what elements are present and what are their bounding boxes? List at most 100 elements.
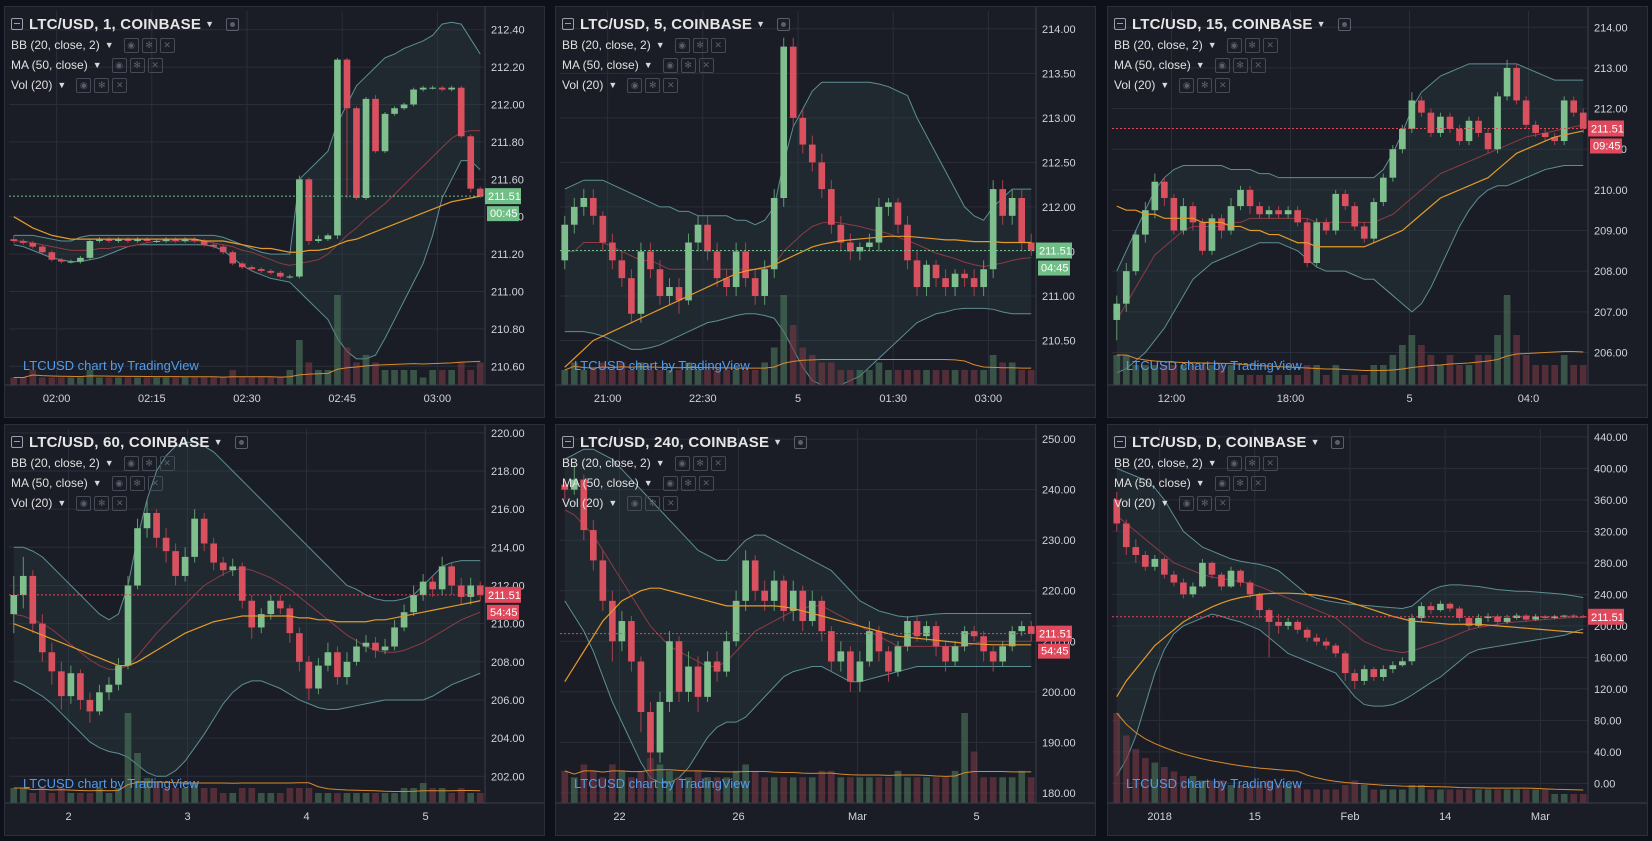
eye-icon[interactable]: ◉	[1214, 475, 1230, 491]
indicator-bb[interactable]: BB (20, close, 2) ▼ ◉ ✻ ✕	[562, 35, 790, 55]
gear-icon[interactable]: ✻	[692, 455, 708, 471]
close-icon[interactable]: ✕	[1262, 37, 1278, 53]
tradingview-watermark-link[interactable]: LTCUSD chart by TradingView	[23, 358, 199, 373]
eye-icon[interactable]: ◉	[662, 475, 678, 491]
close-icon[interactable]: ✕	[112, 77, 128, 93]
close-icon[interactable]: ✕	[710, 37, 726, 53]
close-icon[interactable]: ✕	[147, 57, 163, 73]
collapse-icon[interactable]	[11, 18, 23, 30]
close-icon[interactable]: ✕	[663, 77, 679, 93]
eye-icon[interactable]: ◉	[76, 495, 92, 511]
eye-icon[interactable]: ◉	[674, 455, 690, 471]
chevron-down-icon[interactable]: ▼	[1160, 80, 1170, 90]
eye-icon[interactable]: ◉	[674, 37, 690, 53]
indicator-vol[interactable]: Vol (20) ▼ ◉ ✻ ✕	[1114, 75, 1351, 95]
indicator-bb[interactable]: BB (20, close, 2) ▼ ◉ ✻ ✕	[11, 35, 239, 55]
indicator-vol[interactable]: Vol (20) ▼ ◉ ✻ ✕	[562, 75, 790, 95]
tradingview-watermark-link[interactable]: LTCUSD chart by TradingView	[23, 776, 199, 791]
collapse-icon[interactable]	[1114, 436, 1126, 448]
visibility-icon[interactable]	[226, 17, 239, 31]
gear-icon[interactable]: ✻	[1197, 495, 1213, 511]
indicator-ma[interactable]: MA (50, close) ▼ ◉ ✻ ✕	[1114, 55, 1351, 75]
collapse-icon[interactable]	[562, 18, 574, 30]
close-icon[interactable]: ✕	[1250, 475, 1266, 491]
gear-icon[interactable]: ✻	[680, 57, 696, 73]
chevron-down-icon[interactable]: ▼	[1310, 437, 1320, 447]
eye-icon[interactable]: ◉	[111, 475, 127, 491]
close-icon[interactable]: ✕	[1250, 57, 1266, 73]
chart-canvas[interactable]: 250.00240.00230.00220.00210.00200.00190.…	[556, 425, 1096, 836]
chart-panel-daily[interactable]: 440.00 400.00 360.00 320.00 280.00 240.00 200.…	[1107, 424, 1648, 836]
chart-canvas[interactable]: 214.00213.00212.00211.00210.00209.00208.…	[1108, 7, 1648, 418]
chevron-down-icon[interactable]: ▼	[773, 437, 783, 447]
collapse-icon[interactable]	[11, 436, 23, 448]
close-icon[interactable]: ✕	[698, 475, 714, 491]
chevron-down-icon[interactable]: ▼	[1207, 40, 1217, 50]
chart-canvas[interactable]: 220.00218.00216.00214.00212.00210.00208.…	[5, 425, 545, 836]
eye-icon[interactable]: ◉	[111, 57, 127, 73]
close-icon[interactable]: ✕	[159, 37, 175, 53]
chart-panel-5m[interactable]: 214.00213.50213.00212.50212.00211.50211.…	[555, 6, 1096, 418]
indicator-vol[interactable]: Vol (20) ▼ ◉ ✻ ✕	[11, 75, 239, 95]
indicator-ma[interactable]: MA (50, close) ▼ ◉ ✻ ✕	[1114, 473, 1344, 493]
eye-icon[interactable]: ◉	[1226, 37, 1242, 53]
chevron-down-icon[interactable]: ▼	[104, 40, 114, 50]
visibility-icon[interactable]	[794, 435, 808, 449]
collapse-icon[interactable]	[1114, 18, 1126, 30]
chevron-down-icon[interactable]: ▼	[104, 458, 114, 468]
eye-icon[interactable]: ◉	[662, 57, 678, 73]
visibility-icon[interactable]	[1337, 17, 1351, 31]
eye-icon[interactable]: ◉	[123, 455, 139, 471]
close-icon[interactable]: ✕	[159, 455, 175, 471]
chevron-down-icon[interactable]: ▼	[643, 478, 653, 488]
chevron-down-icon[interactable]: ▼	[92, 60, 102, 70]
gear-icon[interactable]: ✻	[129, 57, 145, 73]
indicator-vol[interactable]: Vol (20) ▼ ◉ ✻ ✕	[11, 493, 248, 513]
collapse-icon[interactable]	[562, 436, 574, 448]
chart-canvas[interactable]: 440.00400.00360.00320.00280.00240.00200.…	[1108, 425, 1648, 836]
gear-icon[interactable]: ✻	[1244, 37, 1260, 53]
gear-icon[interactable]: ✻	[692, 37, 708, 53]
indicator-vol[interactable]: Vol (20) ▼ ◉ ✻ ✕	[1114, 493, 1344, 513]
eye-icon[interactable]: ◉	[123, 37, 139, 53]
indicator-ma[interactable]: MA (50, close) ▼ ◉ ✻ ✕	[11, 473, 248, 493]
symbol-title[interactable]: LTC/USD, 240, COINBASE	[580, 433, 770, 451]
indicator-bb[interactable]: BB (20, close, 2) ▼ ◉ ✻ ✕	[1114, 35, 1351, 55]
chevron-down-icon[interactable]: ▼	[1195, 60, 1205, 70]
chevron-down-icon[interactable]: ▼	[643, 60, 653, 70]
chart-canvas[interactable]: 214.00213.50213.00212.50212.00211.50211.…	[556, 7, 1096, 418]
eye-icon[interactable]: ◉	[1214, 57, 1230, 73]
indicator-bb[interactable]: BB (20, close, 2) ▼ ◉ ✻ ✕	[562, 453, 807, 473]
gear-icon[interactable]: ✻	[1232, 475, 1248, 491]
indicator-ma[interactable]: MA (50, close) ▼ ◉ ✻ ✕	[11, 55, 239, 75]
eye-icon[interactable]: ◉	[627, 77, 643, 93]
close-icon[interactable]: ✕	[1262, 455, 1278, 471]
close-icon[interactable]: ✕	[698, 57, 714, 73]
chevron-down-icon[interactable]: ▼	[213, 437, 223, 447]
chevron-down-icon[interactable]: ▼	[608, 80, 618, 90]
chart-panel-15m[interactable]: 214.00213.00212.00211.00210.00209.00208.…	[1107, 6, 1648, 418]
tradingview-watermark-link[interactable]: LTCUSD chart by TradingView	[1126, 358, 1302, 373]
chart-panel-240m[interactable]: 250.00 240.00 230.00 220.00 210.00 200.00 190.…	[555, 424, 1096, 836]
indicator-bb[interactable]: BB (20, close, 2) ▼ ◉ ✻ ✕	[1114, 453, 1344, 473]
gear-icon[interactable]: ✻	[1197, 77, 1213, 93]
indicator-ma[interactable]: MA (50, close) ▼ ◉ ✻ ✕	[562, 473, 807, 493]
indicator-ma[interactable]: MA (50, close) ▼ ◉ ✻ ✕	[562, 55, 790, 75]
chart-panel-60m[interactable]: 220.00 218.00 216.00 214.00 212.00 210.00 208.…	[4, 424, 545, 836]
gear-icon[interactable]: ✻	[141, 455, 157, 471]
eye-icon[interactable]: ◉	[1179, 77, 1195, 93]
symbol-title[interactable]: LTC/USD, D, COINBASE	[1132, 433, 1307, 451]
chevron-down-icon[interactable]: ▼	[756, 19, 765, 29]
visibility-icon[interactable]	[1331, 435, 1345, 449]
chevron-down-icon[interactable]: ▼	[1160, 498, 1170, 508]
chevron-down-icon[interactable]: ▼	[608, 498, 618, 508]
eye-icon[interactable]: ◉	[1226, 455, 1242, 471]
eye-icon[interactable]: ◉	[76, 77, 92, 93]
tradingview-watermark-link[interactable]: LTCUSD chart by TradingView	[574, 776, 750, 791]
gear-icon[interactable]: ✻	[94, 77, 110, 93]
gear-icon[interactable]: ✻	[645, 77, 661, 93]
chevron-down-icon[interactable]: ▼	[1195, 478, 1205, 488]
gear-icon[interactable]: ✻	[141, 37, 157, 53]
close-icon[interactable]: ✕	[1215, 495, 1231, 511]
gear-icon[interactable]: ✻	[129, 475, 145, 491]
